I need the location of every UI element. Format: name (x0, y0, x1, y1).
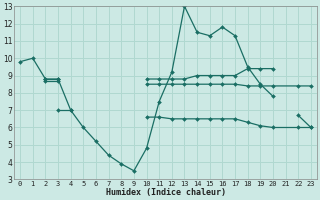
X-axis label: Humidex (Indice chaleur): Humidex (Indice chaleur) (106, 188, 226, 197)
